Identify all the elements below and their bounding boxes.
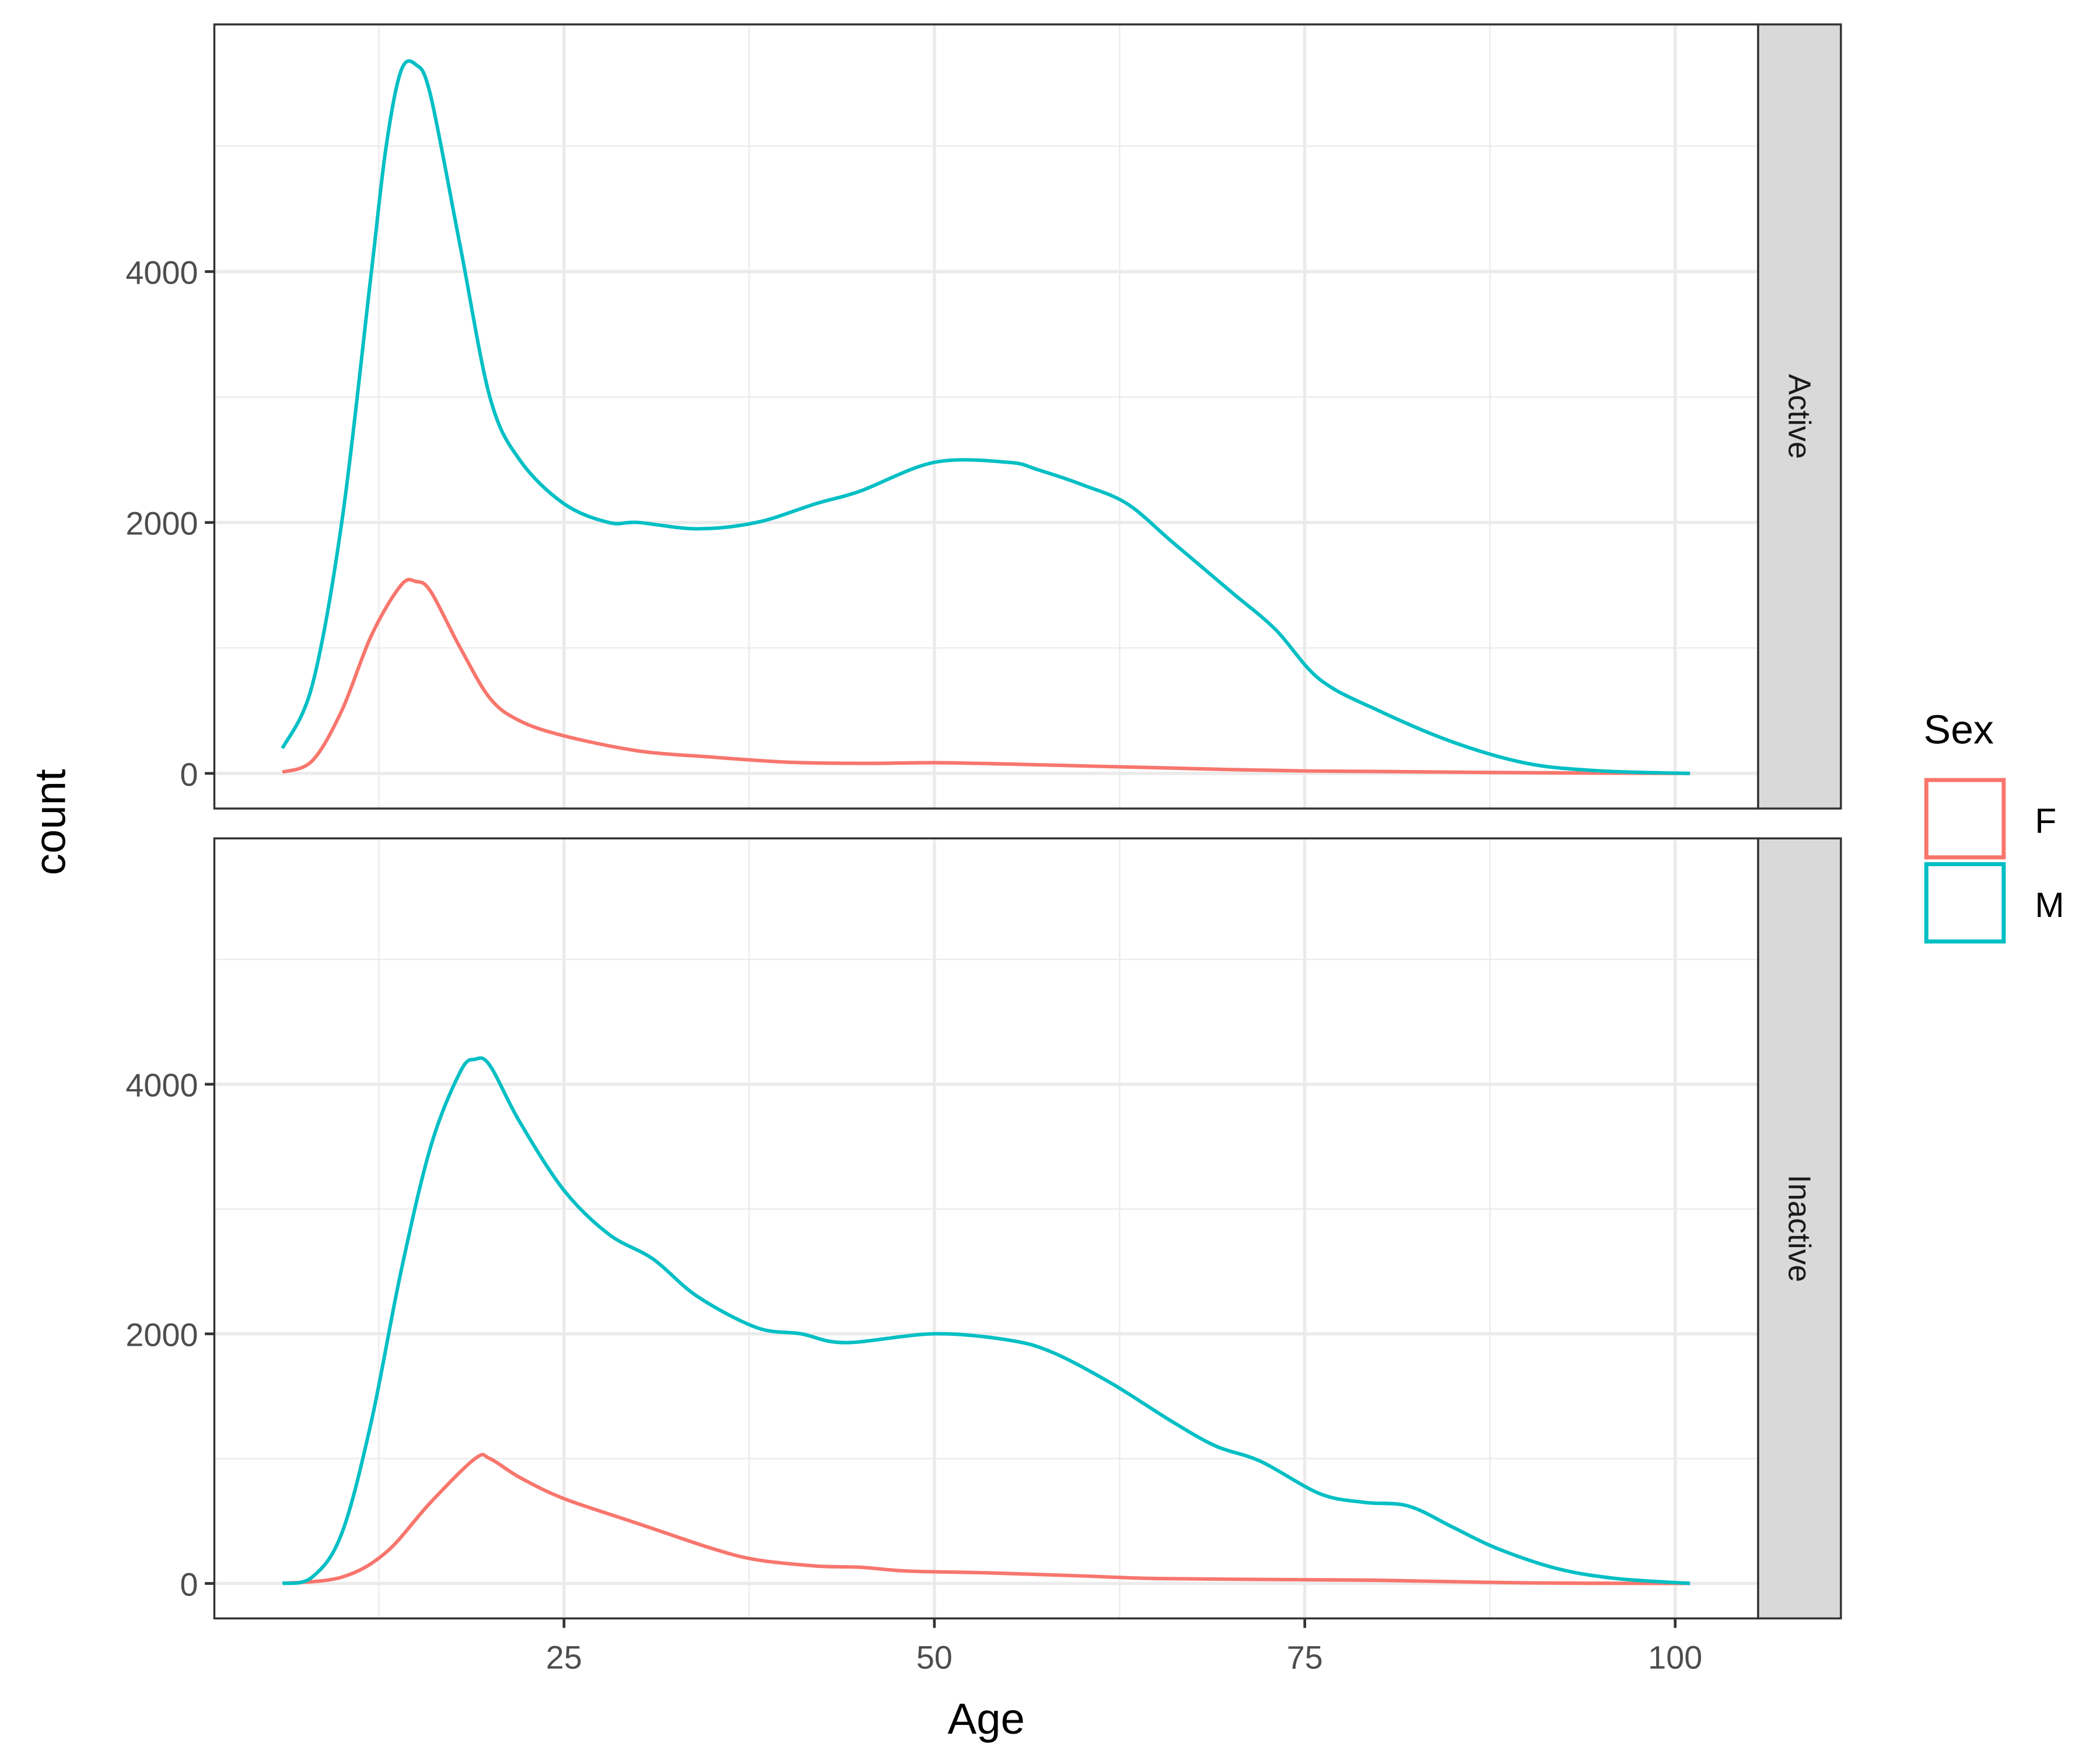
facet-strip xyxy=(1757,23,1842,810)
facet-strip-label: Inactive xyxy=(1782,1175,1816,1282)
panel-active: 0 2000 4000 Active xyxy=(125,23,1842,810)
density-line-active-f xyxy=(282,578,1690,775)
legend: Sex F M xyxy=(1924,706,2064,944)
facet-strip-label: Active xyxy=(1782,374,1816,459)
y-tick-label: 4000 xyxy=(125,254,198,290)
y-tick-label: 4000 xyxy=(125,1067,198,1104)
panel-inactive: 0 2000 4000 Inactive xyxy=(125,837,1842,1620)
density-line-inactive-m xyxy=(282,1056,1690,1586)
y-tick-label: 0 xyxy=(180,756,198,793)
density-line-inactive-f xyxy=(282,1452,1690,1586)
panel-background xyxy=(214,24,1758,809)
x-axis-label: Age xyxy=(947,1695,1024,1743)
x-tick-label: 100 xyxy=(1648,1639,1702,1675)
legend-label-f: F xyxy=(2035,801,2056,841)
facet-strip xyxy=(1757,837,1842,1620)
y-tick-label: 2000 xyxy=(125,505,198,542)
y-tick-label: 0 xyxy=(180,1566,198,1602)
density-line-active-m xyxy=(281,59,1690,775)
x-tick-label: 75 xyxy=(1287,1639,1323,1675)
y-tick-label: 2000 xyxy=(125,1317,198,1353)
legend-key-m xyxy=(1924,862,2006,944)
legend-title: Sex xyxy=(1924,706,1994,752)
legend-key-f xyxy=(1924,778,2006,860)
x-tick-label: 25 xyxy=(546,1639,582,1675)
x-tick-label: 50 xyxy=(916,1639,953,1675)
y-axis-label: count xyxy=(26,769,75,875)
legend-label-m: M xyxy=(2035,885,2064,925)
panel-background xyxy=(214,838,1758,1619)
